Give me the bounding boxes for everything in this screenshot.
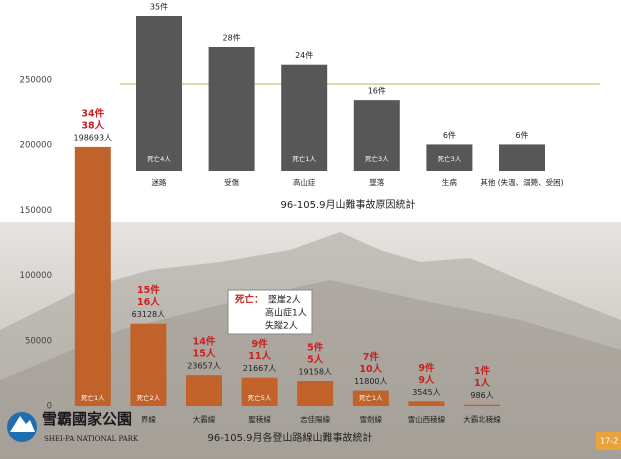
incident-label: 7件 (363, 351, 380, 363)
incident-label: 9件 (418, 362, 435, 374)
value-label: 35件 (150, 2, 168, 12)
callout-line: 高山症1人 (265, 307, 307, 319)
y-tick-label: 100000 (20, 271, 52, 281)
bar (186, 375, 222, 406)
value-label: 6件 (443, 130, 456, 140)
logo-name: 雪霸國家公園 (42, 410, 132, 428)
callout-line: 失蹤2人 (265, 320, 298, 332)
page-tab (596, 432, 621, 450)
value-label: 21667人 (243, 364, 276, 373)
callout-box (227, 289, 313, 335)
value-label: 24件 (295, 50, 313, 60)
y-tick-label: 150000 (20, 206, 52, 216)
y-tick-label: 50000 (25, 336, 52, 346)
page-number: 17-2 (600, 437, 618, 446)
y-tick-label: 200000 (20, 141, 52, 151)
chart-title: 96-105.9月各登山路線山難事故統計 (208, 431, 373, 444)
people-label: 10人 (359, 363, 382, 375)
x-tick-label: 高山症 (293, 177, 316, 187)
bar (352, 390, 389, 406)
value-label: 63128人 (132, 310, 165, 319)
x-tick-label: 墜落 (369, 177, 384, 187)
x-tick-label: 其他 (失溫、溺斃、受困) (480, 177, 563, 187)
value-label: 6件 (515, 130, 528, 140)
bar (74, 146, 111, 406)
bar (464, 404, 500, 406)
bar (426, 144, 473, 171)
people-label: 5人 (307, 354, 324, 366)
incident-label: 9件 (252, 338, 269, 350)
people-label: 38人 (81, 119, 104, 131)
y-tick-label: 250000 (20, 76, 52, 86)
value-label: 986人 (470, 391, 493, 400)
x-tick-label: 迷路 (152, 177, 167, 187)
value-label: 19158人 (298, 368, 331, 377)
death-label: 死亡1人 (81, 393, 105, 402)
people-label: 9人 (418, 374, 435, 386)
bar (130, 323, 167, 406)
value-label: 23657人 (187, 362, 220, 371)
bar (297, 381, 334, 406)
callout-head: 死亡： (234, 294, 264, 306)
people-label: 16人 (137, 296, 160, 308)
people-label: 11人 (248, 350, 271, 362)
bar (136, 16, 182, 171)
bar (408, 401, 445, 406)
x-tick-label: 雪劍線 (360, 414, 383, 424)
incident-label: 5件 (307, 342, 324, 354)
x-tick-label: 大霸線 (193, 414, 216, 424)
death-label: 死亡4人 (147, 154, 171, 163)
x-tick-label: 受傷 (224, 177, 239, 187)
people-label: 15人 (193, 348, 216, 360)
x-tick-label: 聖稜線 (248, 414, 271, 424)
x-tick-label: 大霸北稜線 (463, 414, 501, 424)
death-label: 死亡3人 (365, 154, 389, 163)
chart-title: 96-105.9月山難事故原因統計 (281, 198, 416, 211)
bar (353, 100, 400, 171)
death-label: 死亡1人 (292, 154, 316, 163)
incident-label: 14件 (193, 336, 216, 348)
value-label: 16件 (368, 86, 386, 96)
death-label: 死亡2人 (137, 393, 161, 402)
x-tick-label: 界線 (141, 414, 156, 424)
value-label: 198693人 (74, 133, 113, 142)
value-label: 28件 (223, 33, 241, 43)
route-chart: 0 50000 100000 150000 200000 250000 死亡1人 34件38人… (20, 76, 502, 425)
death-label: 死亡1人 (359, 393, 383, 402)
bar (208, 47, 255, 171)
value-label: 11800人 (354, 377, 387, 386)
bar (499, 144, 545, 171)
people-label: 1人 (474, 377, 491, 389)
bar (241, 377, 278, 406)
incident-label: 15件 (137, 284, 160, 296)
callout-line: 墜崖2人 (268, 294, 301, 306)
x-tick-label: 雪山西稜線 (408, 414, 446, 424)
logo-mark (10, 416, 35, 432)
incident-label: 34件 (81, 107, 104, 119)
x-tick-label: 志佳陽線 (300, 414, 330, 424)
death-label: 死亡5人 (248, 393, 272, 402)
value-label: 3545人 (412, 388, 440, 397)
logo-english: SHEI-PA NATIONAL PARK (44, 435, 139, 443)
death-label: 死亡3人 (438, 154, 462, 163)
x-tick-label: 生病 (442, 177, 457, 187)
bar (281, 64, 328, 171)
incident-label: 1件 (474, 365, 491, 377)
y-tick-label: 0 (47, 402, 52, 412)
